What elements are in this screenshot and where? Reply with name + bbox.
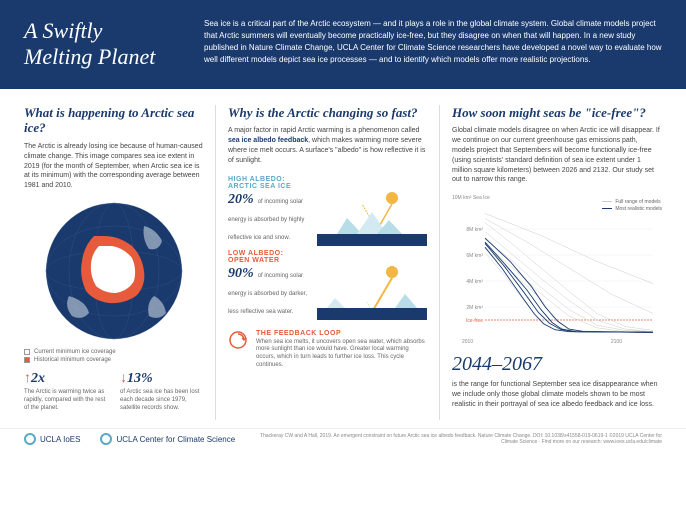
divider [439, 105, 440, 420]
svg-text:2M km²: 2M km² [466, 305, 483, 311]
citation: Thackeray CW and A Hall, 2019. An emerge… [255, 433, 662, 446]
legend-box [24, 357, 30, 363]
low-albedo-label: LOW ALBEDO:OPEN WATER [228, 250, 428, 264]
content: What is happening to Arctic sea ice? The… [0, 89, 686, 428]
header: A Swiftly Melting Planet Sea ice is a cr… [0, 0, 686, 89]
svg-text:6M km²: 6M km² [466, 253, 483, 259]
logo-ccs: UCLA Center for Climate Science [100, 433, 235, 445]
high-albedo-section: 20% of incoming solar energy is absorbed… [228, 190, 428, 246]
column-projection: How soon might seas be "ice-free"? Globa… [452, 105, 662, 420]
col2-heading: Why is the Arctic changing so fast? [228, 105, 428, 121]
low-pct: 90% [228, 266, 254, 281]
svg-text:Ice-free: Ice-free [466, 318, 483, 324]
logo-circle-icon [100, 433, 112, 445]
arrow-up-icon: ↑ [24, 371, 31, 386]
column-sea-ice: What is happening to Arctic sea ice? The… [24, 105, 204, 420]
stat-value: 2x [31, 371, 45, 386]
y-axis-top: 10M km² Sea Ice [452, 195, 490, 201]
chart-svg: 2M km² 4M km² 6M km² 8M km² Ice-free [452, 195, 662, 345]
svg-text:8M km²: 8M km² [466, 227, 483, 233]
col1-body: The Arctic is already losing ice because… [24, 142, 204, 191]
legend-item: Historical minimum coverage [24, 357, 204, 363]
footer: UCLA IoES UCLA Center for Climate Scienc… [0, 428, 686, 454]
feedback-text: When sea ice melts, it uncovers open sea… [256, 339, 428, 370]
stat-text: The Arctic is warming twice as rapidly, … [24, 389, 108, 412]
col3-body: Global climate models disagree on when A… [452, 126, 662, 185]
low-albedo-vis [316, 264, 428, 320]
stats-row: ↑2x The Arctic is warming twice as rapid… [24, 371, 204, 412]
globe-legend: Current minimum ice coverage Historical … [24, 349, 204, 363]
col3-heading: How soon might seas be "ice-free"? [452, 105, 662, 121]
stat-value: 13% [127, 371, 153, 386]
page-title: A Swiftly Melting Planet [24, 18, 174, 71]
arrow-down-icon: ↓ [120, 371, 127, 386]
legend-item: Current minimum ice coverage [24, 349, 204, 355]
arctic-globe [44, 201, 184, 341]
feedback-loop-icon [228, 330, 248, 370]
intro-text: Sea ice is a critical part of the Arctic… [204, 18, 662, 71]
col2-body: A major factor in rapid Arctic warming i… [228, 126, 428, 165]
stat-text: of Arctic sea ice has been lost each dec… [120, 389, 204, 412]
conclusion: is the range for functional September se… [452, 380, 662, 409]
divider [215, 105, 216, 420]
x-axis-start: 2010 [462, 339, 473, 345]
svg-text:4M km²: 4M km² [466, 279, 483, 285]
high-pct: 20% [228, 192, 254, 207]
projection-chart: Full range of models Most realistic mode… [452, 195, 662, 345]
feedback-title: THE FEEDBACK LOOP [256, 330, 428, 337]
column-albedo: Why is the Arctic changing so fast? A ma… [228, 105, 428, 420]
legend-label: Historical minimum coverage [34, 357, 111, 363]
high-albedo-vis [316, 190, 428, 246]
logo-circle-icon [24, 433, 36, 445]
stat-loss: ↓13% of Arctic sea ice has been lost eac… [120, 371, 204, 412]
legend-box [24, 349, 30, 355]
feedback-loop: THE FEEDBACK LOOP When sea ice melts, it… [228, 330, 428, 370]
col1-heading: What is happening to Arctic sea ice? [24, 105, 204, 136]
stat-warming: ↑2x The Arctic is warming twice as rapid… [24, 371, 108, 412]
legend-label: Current minimum ice coverage [34, 349, 116, 355]
logo-ioes: UCLA IoES [24, 433, 80, 445]
chart-legend: Full range of models Most realistic mode… [602, 199, 662, 213]
high-albedo-label: HIGH ALBEDO:ARCTIC SEA ICE [228, 176, 428, 190]
low-albedo-section: 90% of incoming solar energy is absorbed… [228, 264, 428, 320]
year-range: 2044–2067 [452, 353, 662, 376]
x-axis-end: 2100 [611, 339, 622, 345]
